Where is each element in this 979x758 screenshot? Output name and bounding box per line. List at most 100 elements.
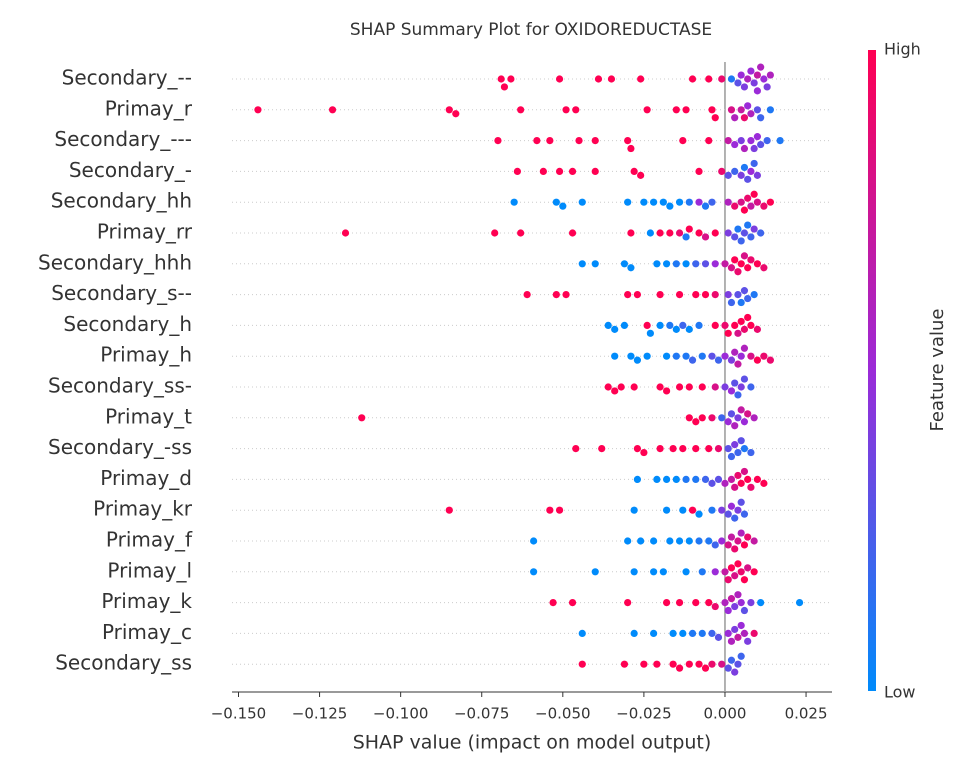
point [750, 568, 758, 576]
point [740, 144, 749, 153]
point [731, 625, 739, 634]
point [688, 75, 697, 83]
point [740, 229, 749, 237]
point [737, 529, 745, 537]
point [517, 106, 525, 114]
point [656, 321, 664, 329]
point [698, 414, 706, 422]
point [698, 568, 706, 576]
point [734, 268, 742, 276]
point [662, 352, 671, 360]
point [740, 467, 749, 476]
point [637, 75, 645, 83]
point [731, 602, 739, 611]
point [747, 352, 755, 360]
point [555, 506, 564, 514]
point [662, 260, 671, 268]
point [737, 298, 745, 307]
point [731, 114, 739, 122]
point [688, 356, 697, 364]
point [627, 229, 635, 237]
point [737, 437, 745, 445]
point [692, 291, 700, 299]
point [766, 198, 774, 206]
point [591, 260, 599, 268]
point [604, 383, 612, 391]
point [445, 106, 453, 114]
point [549, 599, 557, 607]
point [731, 545, 739, 553]
point [650, 537, 658, 545]
point [744, 637, 752, 645]
point [744, 294, 752, 303]
point [740, 163, 749, 172]
point [734, 291, 742, 299]
point [611, 352, 619, 360]
point [572, 445, 580, 453]
point [708, 479, 716, 487]
point [695, 229, 703, 237]
point [734, 537, 742, 545]
point [452, 110, 460, 118]
point [656, 383, 664, 391]
point [711, 291, 719, 299]
y-tick-label: Secondary_-- [62, 66, 192, 90]
point [643, 321, 651, 329]
y-tick-label: Secondary_h [63, 312, 192, 336]
point [630, 167, 638, 175]
point [692, 475, 700, 483]
point [675, 383, 684, 391]
point [750, 629, 758, 638]
point [714, 445, 723, 453]
point [682, 568, 690, 576]
point [727, 533, 736, 541]
point [766, 106, 774, 114]
x-tick-label: −0.125 [292, 705, 348, 723]
point [630, 629, 638, 638]
point [744, 410, 752, 418]
point [750, 159, 758, 168]
point [734, 591, 742, 599]
point [666, 537, 674, 545]
point [727, 595, 736, 603]
point [731, 321, 739, 329]
point [698, 629, 706, 638]
point [740, 375, 749, 383]
point [685, 383, 693, 391]
point [679, 506, 687, 514]
point [744, 264, 752, 272]
point [679, 445, 687, 453]
point [695, 537, 703, 545]
point [727, 356, 736, 364]
point [727, 502, 736, 510]
point [568, 167, 577, 175]
x-tick-label: −0.025 [616, 705, 672, 723]
point [630, 383, 638, 391]
point [620, 321, 629, 329]
point [740, 344, 749, 352]
point [724, 606, 732, 615]
point [607, 75, 616, 83]
point [727, 637, 736, 645]
point [734, 506, 742, 514]
chart-title: SHAP Summary Plot for OXIDOREDUCTASE [350, 20, 712, 40]
point [724, 291, 732, 299]
point [675, 291, 684, 299]
point [724, 576, 732, 584]
point [737, 352, 745, 360]
point [750, 414, 758, 422]
point [721, 260, 729, 268]
point [708, 660, 716, 668]
point [685, 198, 693, 206]
point [750, 291, 758, 299]
point [711, 568, 719, 576]
point [672, 106, 680, 114]
point [731, 572, 739, 580]
point [650, 629, 658, 638]
point [594, 75, 603, 83]
point [692, 260, 700, 268]
point [555, 167, 564, 175]
point [630, 568, 638, 576]
y-tick-label: Primay_k [101, 589, 192, 613]
